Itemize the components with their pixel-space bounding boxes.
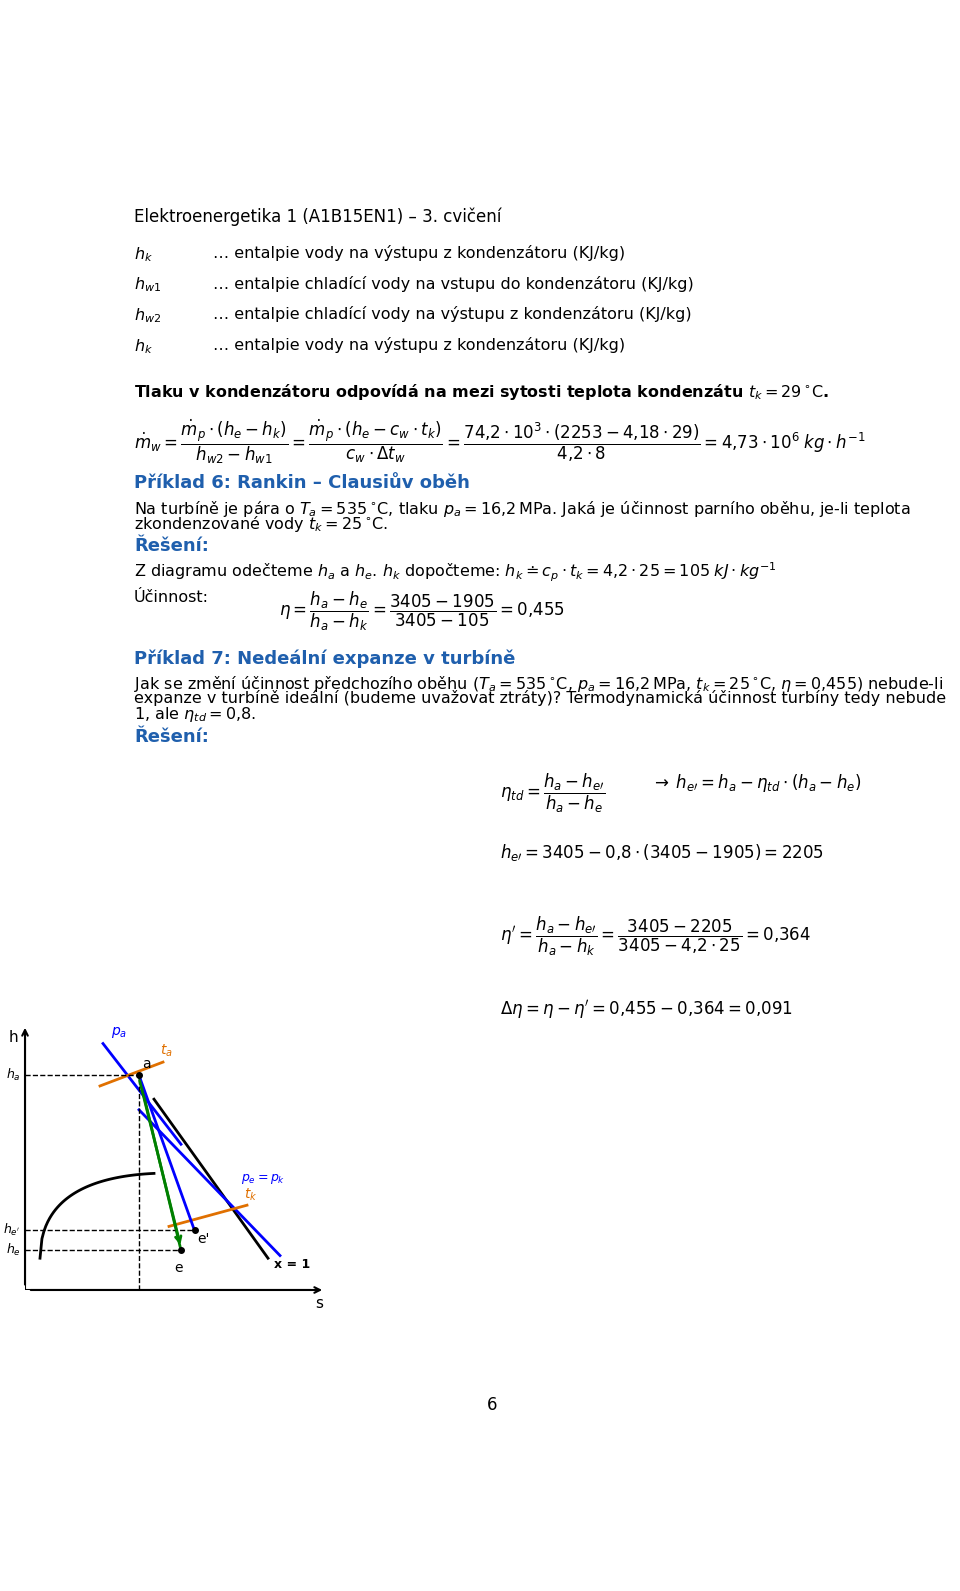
- Text: zkondenzované vody $t_k = 25\,^{\circ}\mathrm{C}$.: zkondenzované vody $t_k = 25\,^{\circ}\m…: [134, 514, 388, 535]
- Text: Elektroenergetika 1 (A1B15EN1) – 3. cvičení: Elektroenergetika 1 (A1B15EN1) – 3. cvič…: [134, 208, 501, 226]
- Text: $h_{e\prime} = 3405 - 0{,}8 \cdot (3405 - 1905) = 2205$: $h_{e\prime} = 3405 - 0{,}8 \cdot (3405 …: [500, 842, 824, 862]
- Text: $h_e$: $h_e$: [6, 1243, 20, 1258]
- Text: $\eta_{td} = \dfrac{h_a - h_{e\prime}}{h_a - h_e}$: $\eta_{td} = \dfrac{h_a - h_{e\prime}}{h…: [500, 772, 605, 816]
- Text: $\dot{m}_w = \dfrac{\dot{m}_p \cdot (h_e - h_k)}{h_{w2} - h_{w1}} = \dfrac{\dot{: $\dot{m}_w = \dfrac{\dot{m}_p \cdot (h_e…: [134, 418, 866, 466]
- Text: expanze v turbíně ideální (budeme uvažovat ztráty)? Termodynamická účinnost turb: expanze v turbíně ideální (budeme uvažov…: [134, 690, 946, 706]
- Text: Příklad 6: Rankin – Clausiův oběh: Příklad 6: Rankin – Clausiův oběh: [134, 474, 469, 492]
- Text: Z diagramu odečteme $h_a$ a $h_e$. $h_k$ dopočteme: $h_k \doteq c_p \cdot t_k = : Z diagramu odečteme $h_a$ a $h_e$. $h_k$…: [134, 560, 777, 584]
- Text: s: s: [315, 1295, 323, 1311]
- Text: $h_{w2}$: $h_{w2}$: [134, 307, 161, 325]
- Text: 6: 6: [487, 1395, 497, 1414]
- Text: $\rightarrow \; h_{e\prime} = h_a - \eta_{td} \cdot (h_a - h_e)$: $\rightarrow \; h_{e\prime} = h_a - \eta…: [651, 772, 861, 794]
- Text: … entalpie vody na výstupu z kondenzátoru (KJ/kg): … entalpie vody na výstupu z kondenzátor…: [213, 245, 625, 261]
- Text: Účinnost:: Účinnost:: [134, 590, 209, 605]
- Text: $h_{w1}$: $h_{w1}$: [134, 275, 161, 294]
- Text: e: e: [174, 1260, 182, 1274]
- Text: $\eta = \dfrac{h_a - h_e}{h_a - h_k} = \dfrac{3405 - 1905}{3405 - 105} = 0{,}455: $\eta = \dfrac{h_a - h_e}{h_a - h_k} = \…: [278, 590, 564, 633]
- Text: $h_k$: $h_k$: [134, 245, 153, 264]
- Text: Jak se změní účinnost předchozího oběhu ($T_a = 535\,^{\circ}\mathrm{C}$, $p_a =: Jak se změní účinnost předchozího oběhu …: [134, 675, 943, 695]
- Text: … entalpie chladící vody na výstupu z kondenzátoru (KJ/kg): … entalpie chladící vody na výstupu z ko…: [213, 307, 691, 323]
- Text: $t_k$: $t_k$: [244, 1187, 257, 1203]
- Text: Příklad 7: Nedeální expanze v turbíně: Příklad 7: Nedeální expanze v turbíně: [134, 649, 516, 668]
- Text: … entalpie chladící vody na vstupu do kondenzátoru (KJ/kg): … entalpie chladící vody na vstupu do ko…: [213, 275, 694, 291]
- Text: $p_a$: $p_a$: [111, 1025, 128, 1039]
- Text: a: a: [142, 1058, 151, 1071]
- Text: x = 1: x = 1: [274, 1258, 310, 1271]
- Text: h: h: [9, 1031, 18, 1045]
- Text: Řešení:: Řešení:: [134, 538, 209, 555]
- Text: e': e': [198, 1231, 210, 1246]
- Text: $\Delta\eta = \eta - \eta' = 0{,}455 - 0{,}364 = 0{,}091$: $\Delta\eta = \eta - \eta' = 0{,}455 - 0…: [500, 998, 793, 1021]
- Text: $t_a$: $t_a$: [160, 1044, 173, 1060]
- Text: 1, ale $\eta_{td} = 0{,}8$.: 1, ale $\eta_{td} = 0{,}8$.: [134, 705, 256, 724]
- Text: $p_e = p_k$: $p_e = p_k$: [241, 1171, 285, 1185]
- Text: $\eta' = \dfrac{h_a - h_{e\prime}}{h_a - h_k} = \dfrac{3405 - 2205}{3405 - 4{,}2: $\eta' = \dfrac{h_a - h_{e\prime}}{h_a -…: [500, 915, 811, 958]
- Text: Řešení:: Řešení:: [134, 729, 209, 746]
- Text: Tlaku v kondenzátoru odpovídá na mezi sytosti teplota kondenzátu $t_k = 29\,^{\c: Tlaku v kondenzátoru odpovídá na mezi sy…: [134, 382, 828, 403]
- Text: $h_k$: $h_k$: [134, 337, 153, 356]
- Text: Na turbíně je pára o $T_a = 535\,^{\circ}\mathrm{C}$, tlaku $p_a = 16{,}2\,\math: Na turbíně je pára o $T_a = 535\,^{\circ…: [134, 500, 910, 519]
- Text: $h_{e'}$: $h_{e'}$: [3, 1222, 20, 1238]
- Text: $h_a$: $h_a$: [6, 1068, 20, 1083]
- Text: … entalpie vody na výstupu z kondenzátoru (KJ/kg): … entalpie vody na výstupu z kondenzátor…: [213, 337, 625, 353]
